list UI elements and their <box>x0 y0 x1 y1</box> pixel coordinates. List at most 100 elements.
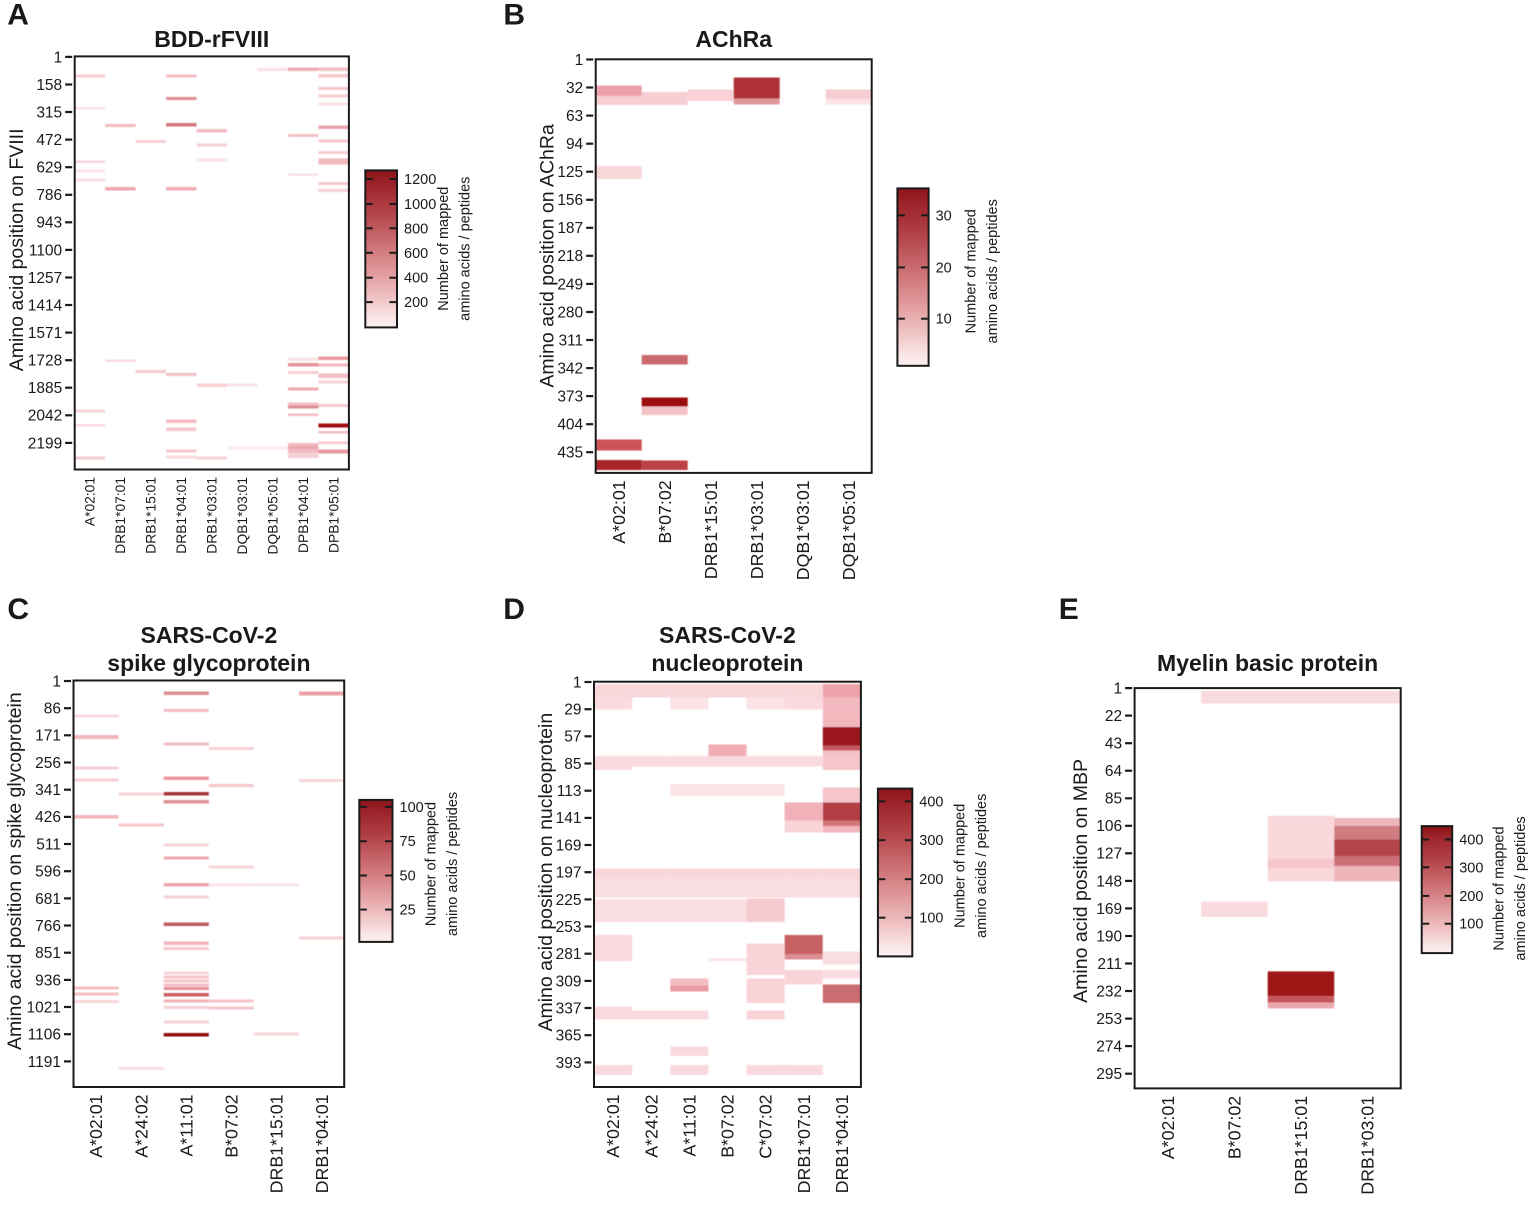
svg-text:169: 169 <box>556 837 582 854</box>
svg-text:SARS-CoV-2: SARS-CoV-2 <box>659 622 796 648</box>
svg-text:311: 311 <box>558 332 583 349</box>
svg-text:DRB1*03:01: DRB1*03:01 <box>1358 1096 1378 1195</box>
svg-text:DPB1*04:01: DPB1*04:01 <box>296 477 311 553</box>
svg-text:50: 50 <box>400 869 416 885</box>
svg-text:315: 315 <box>36 104 62 121</box>
svg-text:600: 600 <box>404 246 428 262</box>
svg-text:Number of mapped: Number of mapped <box>964 209 980 333</box>
svg-text:300: 300 <box>919 833 943 849</box>
svg-text:400: 400 <box>1459 833 1483 849</box>
svg-text:Number of mapped: Number of mapped <box>436 187 452 311</box>
svg-text:A*02:01: A*02:01 <box>86 1094 106 1157</box>
svg-text:DRB1*07:01: DRB1*07:01 <box>794 1094 814 1193</box>
svg-text:943: 943 <box>36 215 62 232</box>
svg-text:596: 596 <box>35 864 61 881</box>
svg-text:404: 404 <box>557 417 583 434</box>
svg-text:DRB1*15:01: DRB1*15:01 <box>267 1094 287 1193</box>
svg-text:218: 218 <box>557 248 583 265</box>
svg-text:681: 681 <box>35 891 61 908</box>
svg-text:86: 86 <box>44 701 61 718</box>
svg-text:DRB1*15:01: DRB1*15:01 <box>701 480 721 579</box>
svg-text:C*07:02: C*07:02 <box>756 1095 776 1159</box>
svg-text:472: 472 <box>36 132 62 149</box>
svg-text:435: 435 <box>557 445 583 462</box>
svg-text:766: 766 <box>35 918 61 935</box>
svg-text:Amino acid position on AChRa: Amino acid position on AChRa <box>537 124 559 388</box>
svg-text:1: 1 <box>52 673 61 690</box>
svg-text:851: 851 <box>35 945 61 962</box>
svg-text:200: 200 <box>404 295 428 311</box>
svg-text:280: 280 <box>557 304 583 321</box>
svg-text:200: 200 <box>919 872 943 888</box>
svg-text:DQB1*05:01: DQB1*05:01 <box>266 477 281 554</box>
svg-text:DRB1*04:01: DRB1*04:01 <box>174 477 189 554</box>
svg-text:337: 337 <box>556 1000 582 1017</box>
svg-text:29: 29 <box>564 702 581 719</box>
svg-text:30: 30 <box>936 208 952 224</box>
svg-text:148: 148 <box>1096 873 1122 890</box>
svg-text:A*11:01: A*11:01 <box>680 1094 700 1156</box>
svg-text:DRB1*15:01: DRB1*15:01 <box>1291 1096 1311 1195</box>
svg-text:DRB1*04:01: DRB1*04:01 <box>832 1094 852 1193</box>
svg-text:nucleoprotein: nucleoprotein <box>651 650 803 676</box>
svg-text:400: 400 <box>919 794 943 810</box>
svg-text:342: 342 <box>557 360 583 377</box>
svg-text:85: 85 <box>564 756 581 773</box>
svg-text:253: 253 <box>1096 1011 1122 1028</box>
svg-text:Number of mapped: Number of mapped <box>953 804 969 928</box>
svg-text:171: 171 <box>35 728 61 745</box>
svg-text:B*07:02: B*07:02 <box>655 480 675 543</box>
svg-text:100: 100 <box>919 911 943 927</box>
svg-text:DRB1*15:01: DRB1*15:01 <box>144 477 159 554</box>
svg-text:A*02:01: A*02:01 <box>609 480 629 543</box>
svg-text:786: 786 <box>36 187 62 204</box>
svg-text:DRB1*03:01: DRB1*03:01 <box>747 480 767 579</box>
svg-text:511: 511 <box>36 836 61 853</box>
svg-text:373: 373 <box>557 389 583 406</box>
svg-text:2042: 2042 <box>28 408 62 425</box>
svg-text:936: 936 <box>35 972 61 989</box>
svg-text:D: D <box>503 593 525 626</box>
svg-text:94: 94 <box>566 136 584 153</box>
svg-text:156: 156 <box>557 192 583 209</box>
svg-text:1571: 1571 <box>28 325 62 342</box>
svg-text:274: 274 <box>1096 1039 1122 1056</box>
svg-text:309: 309 <box>556 973 582 990</box>
svg-text:1: 1 <box>1113 681 1122 698</box>
svg-text:225: 225 <box>556 892 582 909</box>
svg-text:1000: 1000 <box>404 197 436 213</box>
svg-text:A: A <box>7 0 29 31</box>
svg-text:SARS-CoV-2: SARS-CoV-2 <box>141 622 278 648</box>
svg-text:200: 200 <box>1459 889 1483 905</box>
svg-text:1106: 1106 <box>28 1027 61 1044</box>
svg-text:256: 256 <box>35 755 61 772</box>
svg-text:127: 127 <box>1096 846 1122 863</box>
svg-text:A*02:01: A*02:01 <box>1158 1096 1178 1159</box>
svg-text:300: 300 <box>1459 860 1483 876</box>
svg-text:DQB1*03:01: DQB1*03:01 <box>793 480 813 580</box>
svg-text:57: 57 <box>564 729 581 746</box>
svg-text:63: 63 <box>566 108 583 125</box>
svg-text:DRB1*04:01: DRB1*04:01 <box>312 1094 332 1193</box>
svg-text:A*24:02: A*24:02 <box>131 1095 151 1158</box>
svg-text:DPB1*05:01: DPB1*05:01 <box>326 477 341 553</box>
svg-text:426: 426 <box>35 809 61 826</box>
svg-text:20: 20 <box>936 260 952 276</box>
svg-text:Number of mapped: Number of mapped <box>1492 826 1508 950</box>
svg-text:amino acids / peptides: amino acids / peptides <box>1513 816 1529 960</box>
svg-text:141: 141 <box>556 810 582 827</box>
svg-text:amino acids / peptides: amino acids / peptides <box>974 794 990 938</box>
svg-text:Amino acid position on spike g: Amino acid position on spike glycoprotei… <box>4 692 26 1050</box>
svg-text:85: 85 <box>1105 791 1122 808</box>
svg-text:B*07:02: B*07:02 <box>222 1095 242 1158</box>
svg-text:1200: 1200 <box>404 172 436 188</box>
svg-text:100: 100 <box>400 800 424 816</box>
svg-text:169: 169 <box>1096 901 1122 918</box>
svg-text:281: 281 <box>556 946 582 963</box>
svg-text:Amino acid position on MBP: Amino acid position on MBP <box>1070 759 1092 1003</box>
svg-text:A*02:01: A*02:01 <box>603 1094 623 1157</box>
svg-text:187: 187 <box>557 220 583 237</box>
svg-text:190: 190 <box>1096 928 1122 945</box>
svg-text:1: 1 <box>575 52 584 69</box>
svg-text:800: 800 <box>404 221 428 237</box>
